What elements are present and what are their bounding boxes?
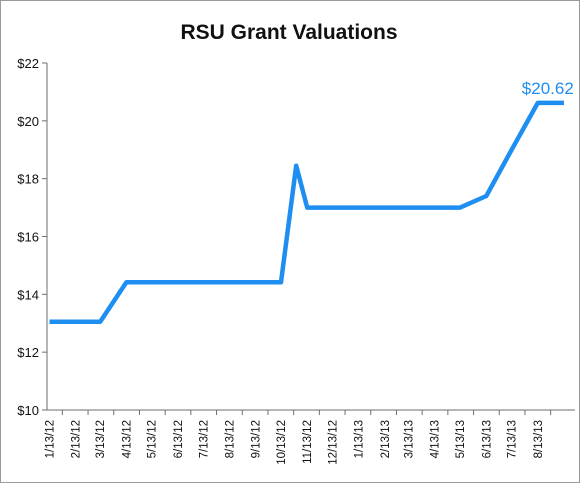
x-tick-label: 1/13/12 xyxy=(45,420,57,458)
y-tick-label: $12 xyxy=(17,345,39,360)
plot-area: $20.62 xyxy=(49,79,574,325)
y-tick-label: $22 xyxy=(17,56,39,71)
x-tick-label: 11/13/12 xyxy=(302,420,314,464)
x-tick-label: 7/13/13 xyxy=(507,420,519,458)
y-tick-label: $10 xyxy=(17,403,39,418)
y-tick-label: $14 xyxy=(17,287,39,302)
x-tick-label: 8/13/12 xyxy=(224,420,236,458)
x-tick-label: 10/13/12 xyxy=(276,420,288,465)
x-tick-label: 2/13/13 xyxy=(380,420,392,458)
x-tick-label: 2/13/12 xyxy=(71,420,83,458)
x-tick-label: 5/13/13 xyxy=(455,420,467,458)
data-label-last-value: $20.62 xyxy=(522,79,574,98)
y-tick-label: $16 xyxy=(17,230,39,245)
x-tick-label: 6/13/12 xyxy=(173,420,185,458)
chart-title: RSU Grant Valuations xyxy=(180,21,397,44)
y-tick-label: $18 xyxy=(17,172,39,187)
x-tick-label: 5/13/12 xyxy=(147,420,159,458)
x-tick-label: 3/13/13 xyxy=(404,420,416,458)
x-tick-label: 8/13/13 xyxy=(533,420,545,458)
x-tick-label: 9/13/12 xyxy=(251,420,263,458)
x-tick-label: 3/13/12 xyxy=(95,420,107,458)
x-tick-label: 4/13/13 xyxy=(430,420,442,458)
x-tick-label: 1/13/13 xyxy=(354,420,366,458)
x-tick-label: 4/13/12 xyxy=(121,420,133,458)
y-tick-label: $20 xyxy=(17,114,39,129)
series-line xyxy=(49,100,564,325)
x-tick-label: 7/13/12 xyxy=(198,420,210,458)
x-tick-label: 12/13/12 xyxy=(328,420,340,465)
y-axis: $10 $12 $14 $16 $18 $20 $22 xyxy=(17,56,48,418)
x-tick-label: 6/13/13 xyxy=(481,420,493,458)
x-axis: 1/13/12 2/13/12 3/13/12 4/13/12 5/13/12 6/13/… xyxy=(45,409,575,465)
